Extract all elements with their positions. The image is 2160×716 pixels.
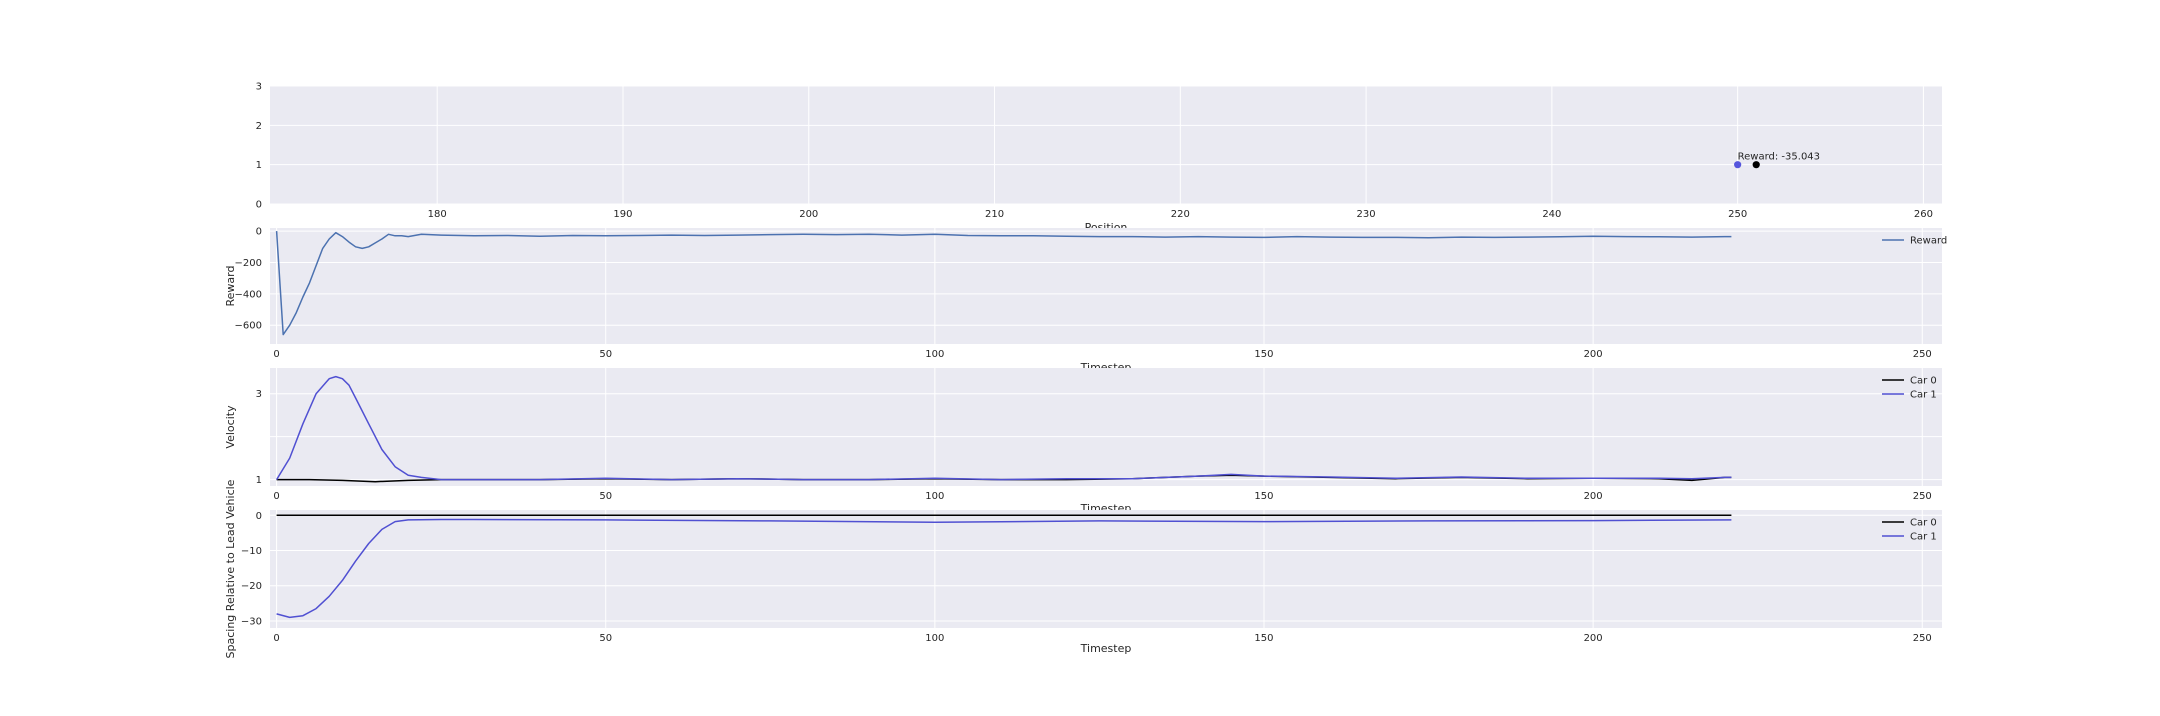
y-tick-label: 0 — [256, 227, 262, 238]
y-tick-label: 1 — [256, 160, 262, 171]
x-tick-label: 0 — [273, 349, 279, 360]
legend-label: Reward — [1910, 236, 1947, 247]
x-tick-label: 200 — [1584, 633, 1603, 644]
legend-label: Car 1 — [1910, 532, 1937, 543]
legend-label: Car 0 — [1910, 376, 1937, 387]
panel-1: 0 50 100 150 200 2500−200−400−600TimestepRewa… — [224, 227, 1947, 374]
x-tick-label: 0 — [273, 491, 279, 502]
x-tick-label: 200 — [799, 209, 818, 220]
y-tick-label: 0 — [256, 200, 262, 211]
x-tick-label: 220 — [1171, 209, 1190, 220]
x-tick-label: 250 — [1728, 209, 1747, 220]
x-tick-label: 250 — [1913, 633, 1932, 644]
x-tick-label: 250 — [1913, 491, 1932, 502]
y-tick-label: −600 — [235, 321, 262, 332]
x-tick-label: 100 — [925, 349, 944, 360]
y-axis-label: Spacing Relative to Lead Vehicle — [224, 479, 237, 658]
series-line-car-1 — [276, 518, 1732, 619]
panel-0: 180 190 200 210 220 230 240 250 2600123PositionR… — [256, 82, 1942, 234]
axes-layer: 180 190 200 210 220 230 240 250 2600123PositionR… — [224, 82, 1947, 659]
x-tick-label: 230 — [1357, 209, 1376, 220]
y-tick-label: 3 — [256, 82, 262, 93]
plot-area — [270, 368, 1942, 486]
y-tick-label: 3 — [256, 389, 262, 400]
y-tick-label: −20 — [241, 581, 262, 592]
scatter-point — [1734, 161, 1742, 169]
x-tick-label: 200 — [1584, 349, 1603, 360]
y-tick-label: 1 — [256, 475, 262, 486]
y-axis-label: Velocity — [224, 405, 237, 449]
plot-area — [270, 86, 1942, 204]
x-tick-label: 50 — [599, 491, 612, 502]
x-tick-label: 190 — [613, 209, 632, 220]
x-tick-label: 150 — [1254, 349, 1273, 360]
legend-label: Car 1 — [1910, 390, 1937, 401]
x-axis-label: Timestep — [1080, 642, 1132, 655]
scatter-point — [1752, 161, 1760, 169]
reward-annotation: Reward: -35.043 — [1738, 152, 1820, 163]
x-tick-label: 50 — [599, 349, 612, 360]
legend-label: Car 0 — [1910, 518, 1937, 529]
x-tick-label: 0 — [273, 633, 279, 644]
x-tick-label: 100 — [925, 491, 944, 502]
x-tick-label: 50 — [599, 633, 612, 644]
y-tick-label: −200 — [235, 258, 262, 269]
y-tick-label: −30 — [241, 616, 262, 627]
plot-area — [270, 510, 1942, 628]
x-tick-label: 100 — [925, 633, 944, 644]
y-axis-label: Reward — [224, 266, 237, 307]
x-tick-label: 260 — [1914, 209, 1933, 220]
x-tick-label: 210 — [985, 209, 1004, 220]
series-line-reward — [275, 231, 1732, 336]
x-tick-label: 250 — [1913, 349, 1932, 360]
x-tick-label: 240 — [1542, 209, 1561, 220]
x-tick-label: 150 — [1254, 491, 1273, 502]
x-tick-label: 200 — [1584, 491, 1603, 502]
y-tick-label: −10 — [241, 546, 262, 557]
panel-3: 0 50 100 150 200 250 0 −10 −20 −30 Timestep Spacing… — [224, 479, 1942, 658]
plot-area — [270, 228, 1942, 344]
y-tick-label: 2 — [256, 121, 262, 132]
y-tick-label: 0 — [256, 511, 262, 522]
x-tick-label: 180 — [428, 209, 447, 220]
series-line-car-1 — [275, 375, 1732, 481]
x-tick-label: 150 — [1254, 633, 1273, 644]
y-tick-label: −400 — [235, 289, 262, 300]
